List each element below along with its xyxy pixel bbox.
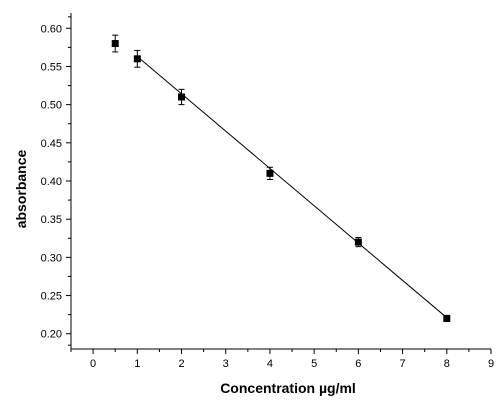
- x-tick-label: 2: [178, 358, 184, 370]
- x-tick-label: 3: [223, 358, 229, 370]
- x-tick-label: 4: [267, 358, 273, 370]
- data-point: [178, 93, 186, 101]
- y-tick-label: 0.50: [41, 100, 62, 112]
- y-tick-label: 0.25: [41, 291, 62, 303]
- data-points: [111, 34, 451, 323]
- x-tick-label: 9: [488, 358, 494, 370]
- y-axis-title: absorbance: [13, 149, 29, 228]
- y-tick-label: 0.35: [41, 214, 62, 226]
- x-tick-label: 7: [400, 358, 406, 370]
- y-tick-label: 0.40: [41, 176, 62, 188]
- y-tick-label: 0.60: [41, 23, 62, 35]
- x-tick-label: 5: [311, 358, 317, 370]
- data-point: [133, 55, 141, 63]
- data-point: [266, 169, 274, 177]
- y-tick-label: 0.45: [41, 138, 62, 150]
- data-point: [443, 314, 451, 322]
- data-point: [354, 238, 362, 246]
- fit-line: [136, 56, 448, 319]
- y-axis-ticks: 0.20 0.25 0.30 0.35 0.40 0.45 0.50 0.55 0.60: [41, 16, 71, 346]
- x-axis-title: Concentration µg/ml: [220, 380, 356, 396]
- y-tick-label: 0.20: [41, 329, 62, 341]
- x-axis-ticks: 0 1 2 3 4 5 6 7 8 9: [70, 349, 494, 370]
- x-tick-label: 6: [355, 358, 361, 370]
- y-tick-label: 0.55: [41, 61, 62, 73]
- fit-line-group: [136, 56, 448, 319]
- x-tick-label: 1: [134, 358, 140, 370]
- data-point: [111, 40, 119, 48]
- x-tick-label: 0: [90, 358, 96, 370]
- y-tick-label: 0.30: [41, 252, 62, 264]
- x-tick-label: 8: [444, 358, 450, 370]
